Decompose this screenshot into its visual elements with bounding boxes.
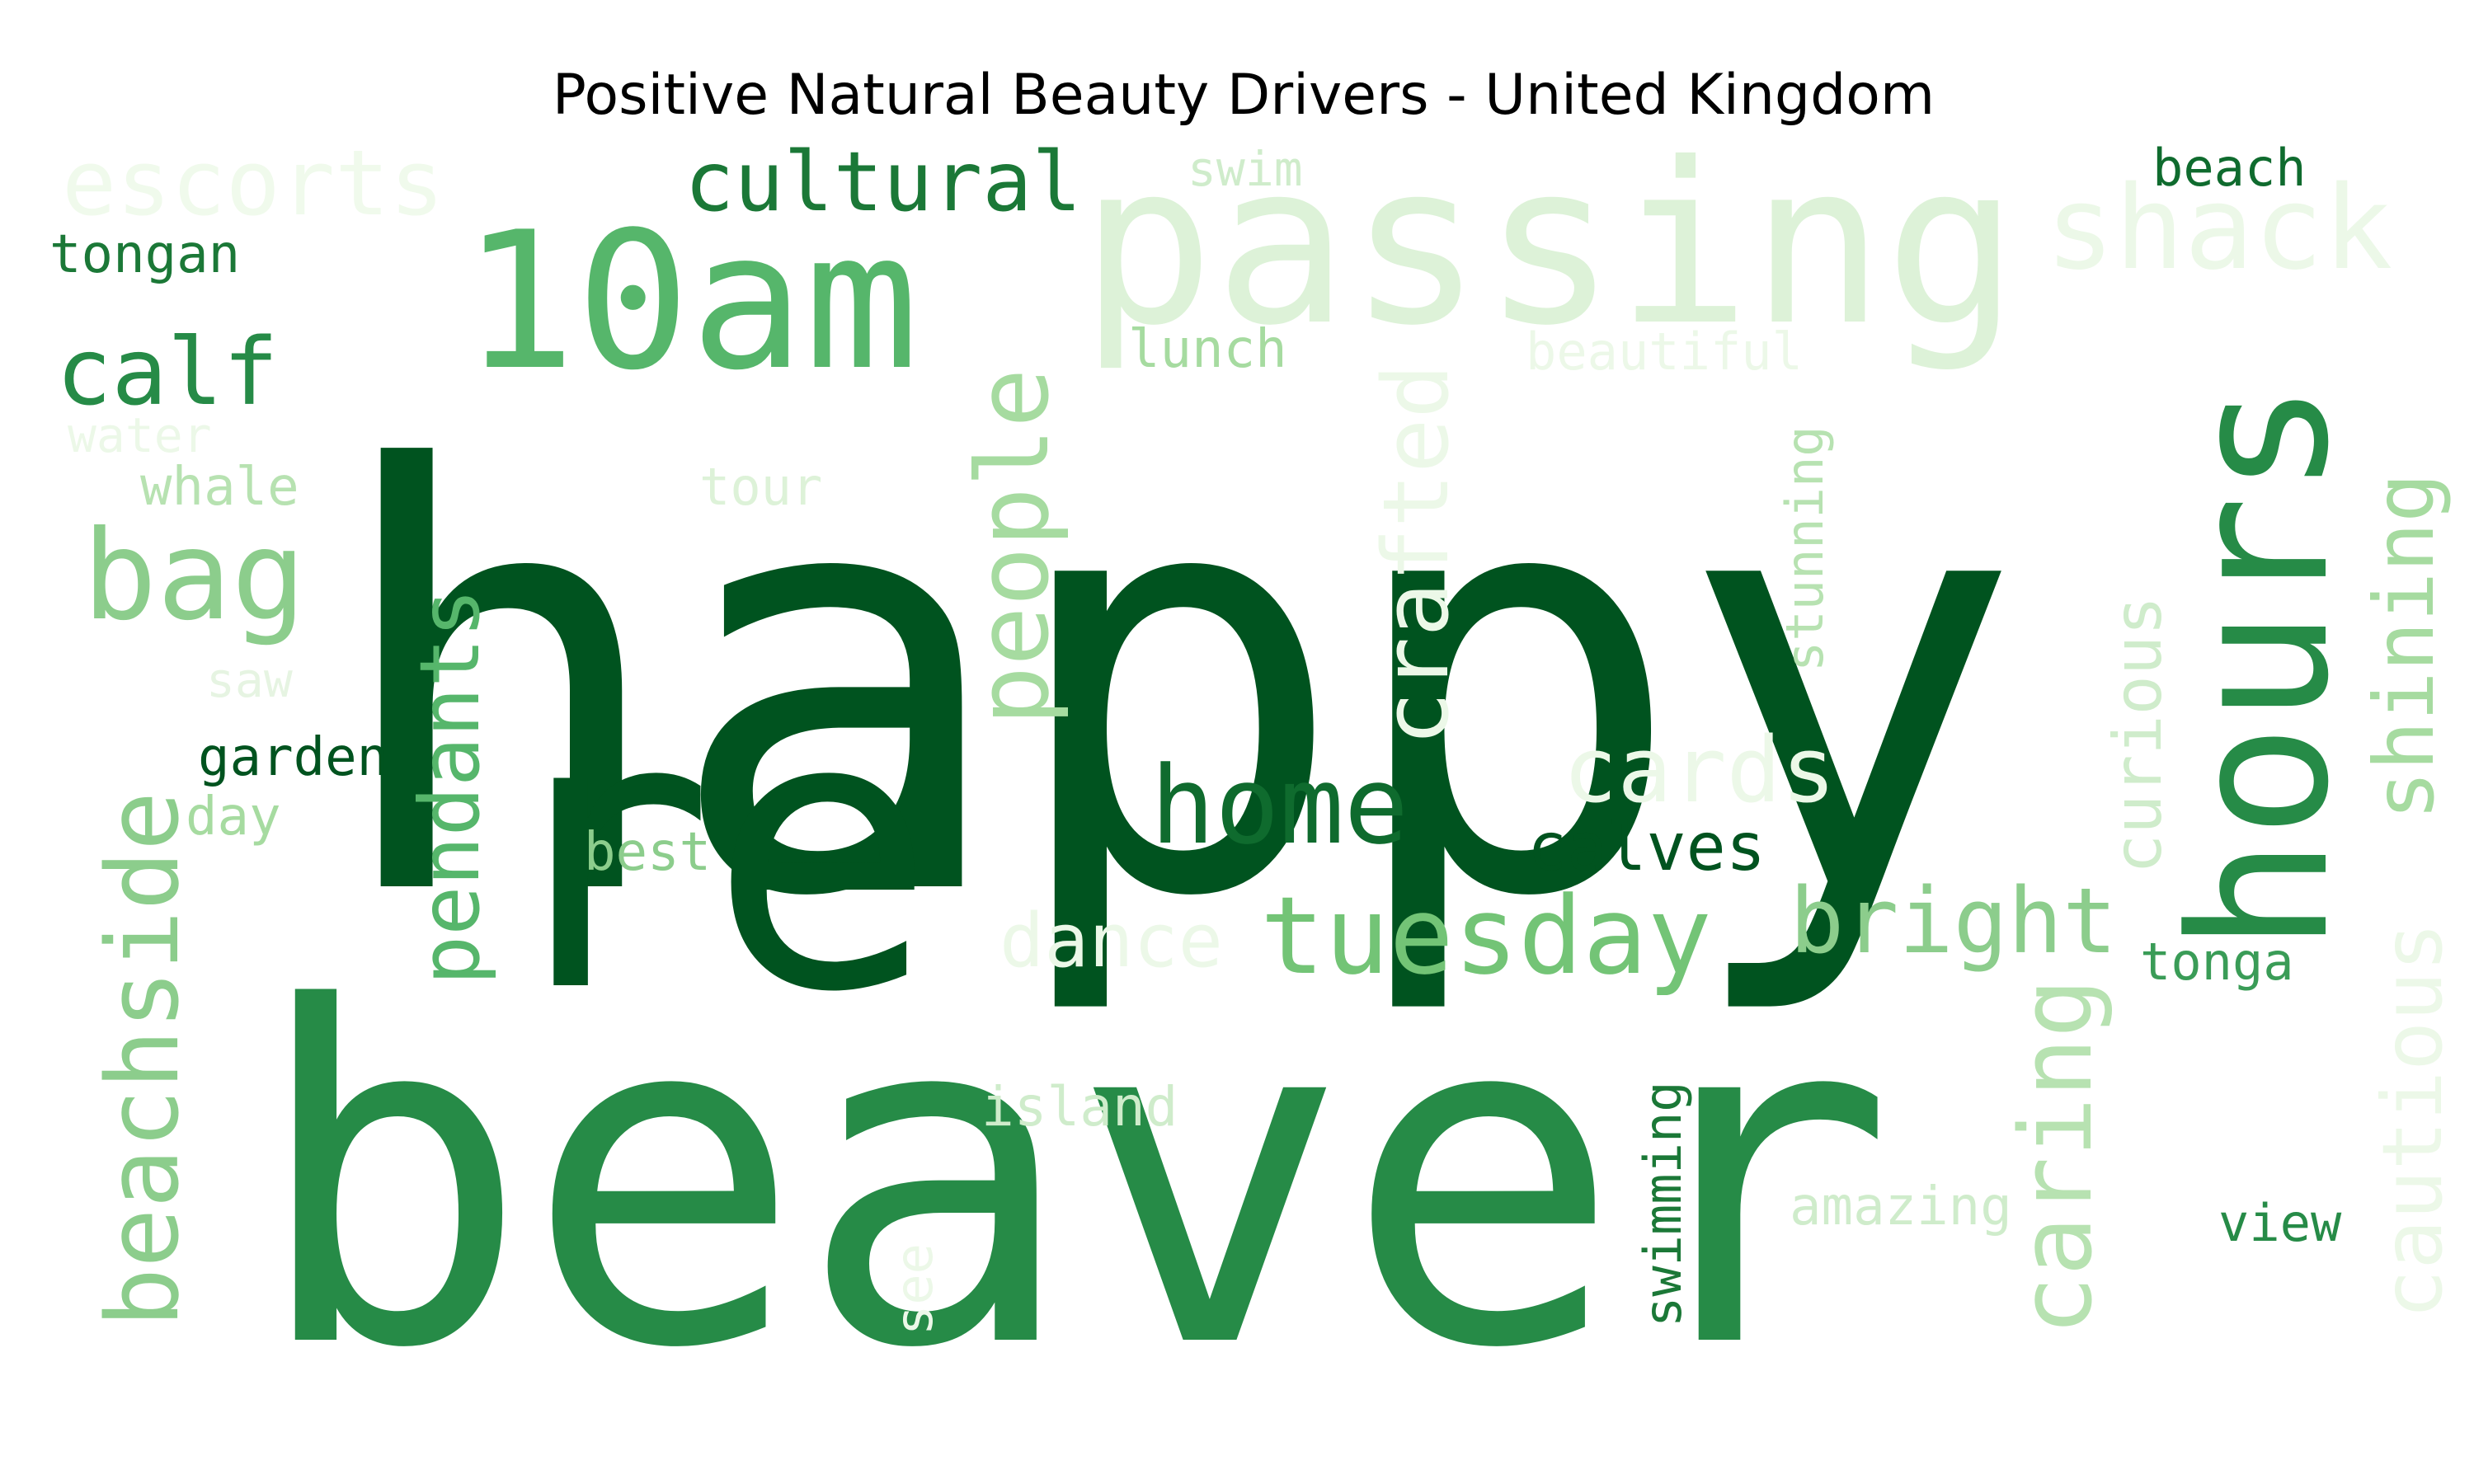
- word-garden: garden: [198, 727, 388, 788]
- word-shack: shack: [2045, 162, 2392, 296]
- word-day: day: [186, 787, 281, 848]
- word-cards: cards: [1563, 717, 1836, 823]
- word-bag: bag: [82, 505, 306, 648]
- word-beautiful: beautiful: [1526, 322, 1803, 382]
- word-people: people: [957, 369, 1071, 726]
- word-lunch: lunch: [1128, 319, 1287, 380]
- word-escorts: escorts: [62, 130, 444, 236]
- word-swimming: swimming: [1633, 1081, 1693, 1327]
- word-beaver: beaver: [252, 912, 1890, 1449]
- word-best: best: [584, 822, 711, 883]
- word-happy: happy: [326, 351, 2014, 1023]
- word-tongan: tongan: [49, 224, 240, 285]
- word-whale: whale: [140, 457, 299, 518]
- word-10am: 10am: [462, 192, 919, 412]
- word-tour: tour: [699, 457, 822, 517]
- word-crafted: crafted: [1363, 364, 1469, 746]
- word-swim: swim: [1188, 141, 1303, 197]
- word-beachside: beachside: [87, 791, 201, 1327]
- word-island: island: [981, 1075, 1178, 1139]
- word-pendants: pendants: [402, 588, 498, 985]
- word-stunning: stunning: [1775, 425, 1835, 672]
- word-home: home: [1150, 743, 1409, 868]
- word-tuesday: tuesday: [1260, 873, 1712, 998]
- word-water: water: [68, 407, 212, 463]
- word-see: see: [884, 1243, 944, 1336]
- word-bright: bright: [1790, 868, 2117, 974]
- word-view: view: [2218, 1193, 2342, 1253]
- word-amazing: amazing: [1790, 1176, 2012, 1237]
- word-curious: curious: [2100, 596, 2176, 874]
- word-passing: passing: [1080, 115, 2019, 374]
- word-tonga: tonga: [2140, 932, 2294, 992]
- word-hours: hours: [2151, 382, 2371, 952]
- word-saw: saw: [206, 652, 293, 708]
- word-cultural: cultural: [684, 134, 1082, 230]
- word-dance: dance: [999, 898, 1223, 984]
- word-calves: calves: [1527, 809, 1766, 885]
- page-title: Positive Natural Beauty Drivers - United…: [552, 63, 1935, 128]
- word-cautious: cautious: [2364, 922, 2461, 1319]
- word-shining: shining: [2356, 473, 2453, 820]
- word-caring: caring: [2000, 979, 2114, 1336]
- word-calf: calf: [56, 319, 279, 426]
- word-re: re: [487, 634, 930, 1075]
- word-beach: beach: [2152, 138, 2307, 198]
